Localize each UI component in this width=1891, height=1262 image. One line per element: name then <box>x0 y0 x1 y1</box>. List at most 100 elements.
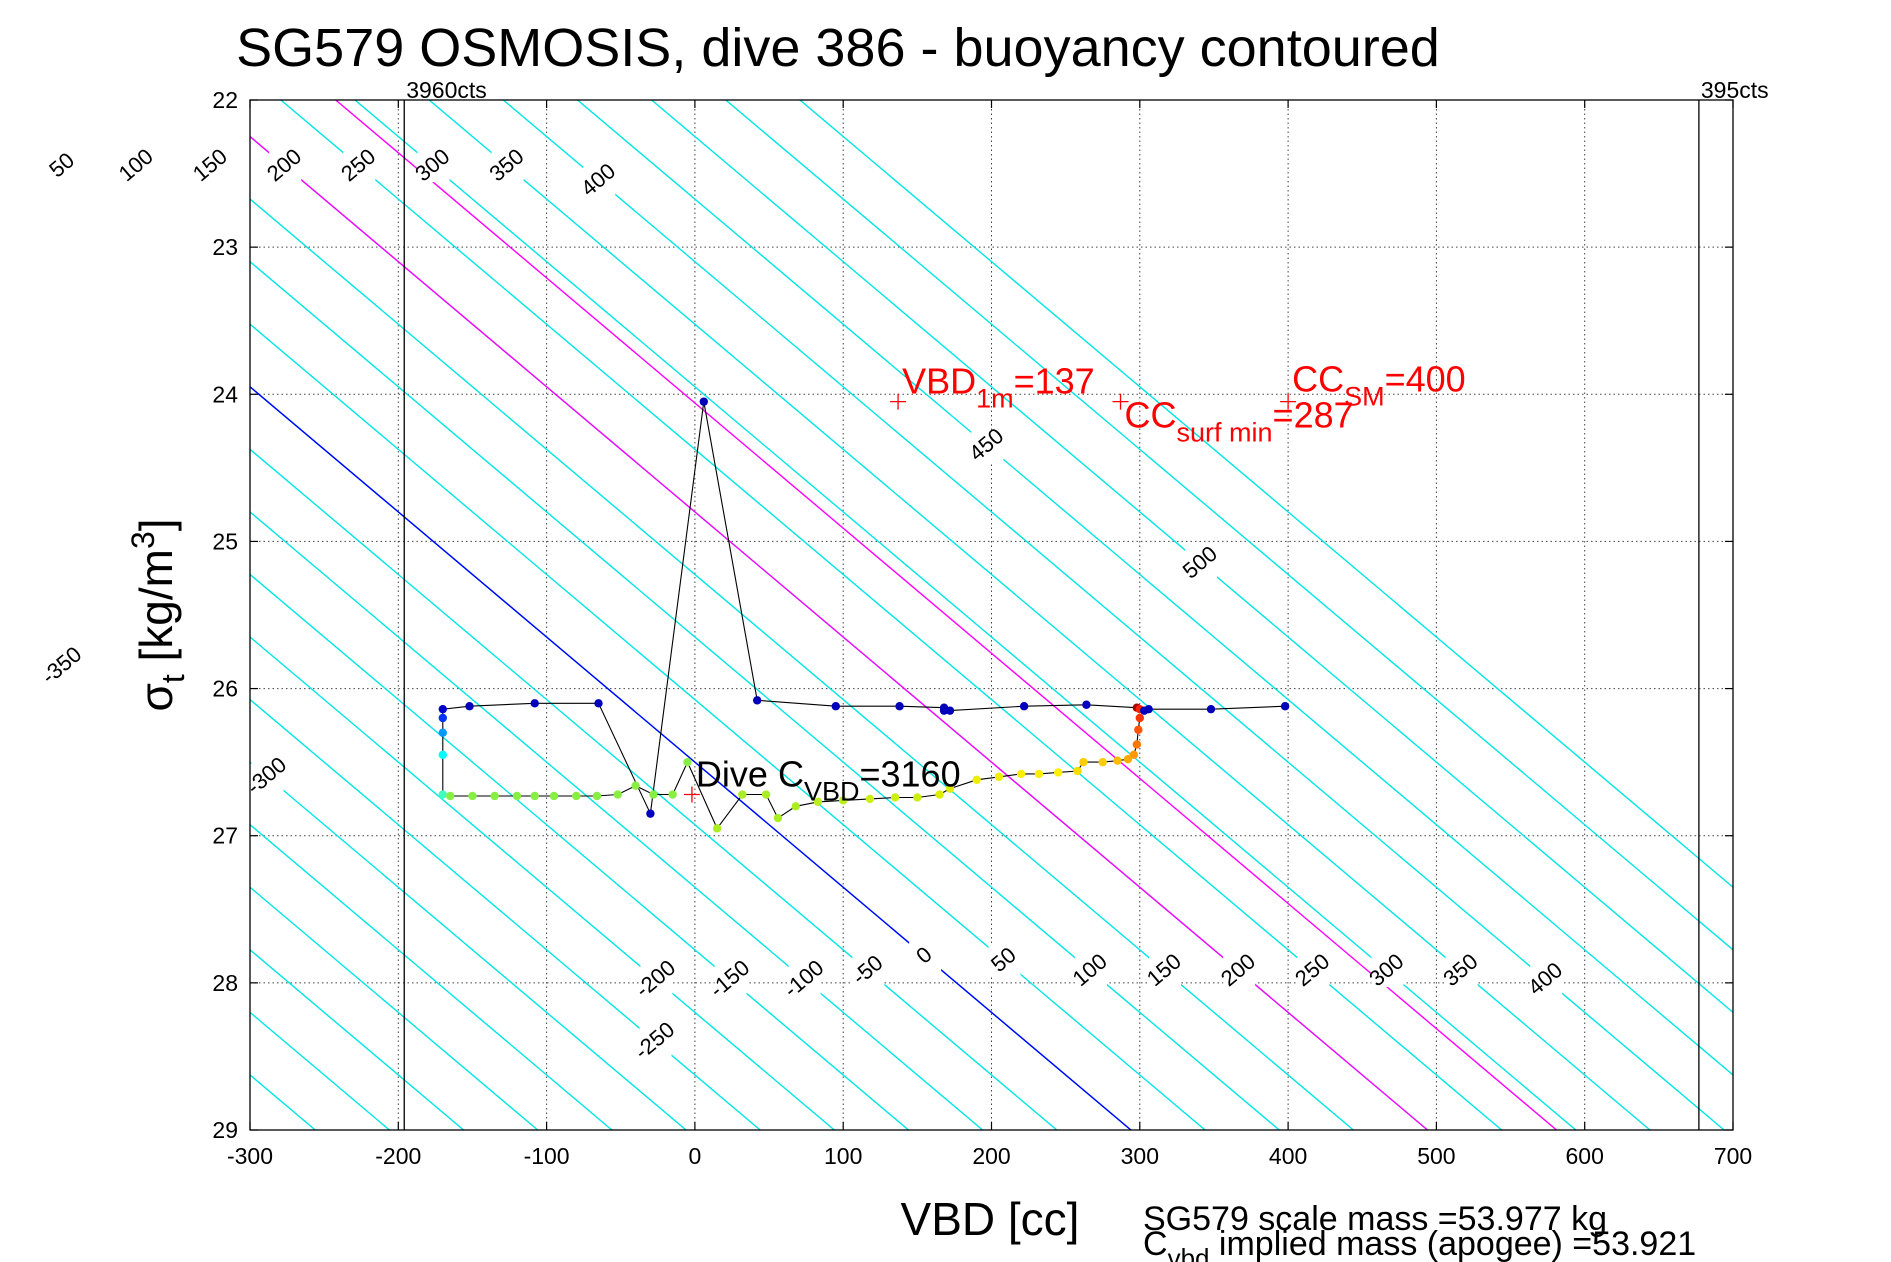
contour-line <box>799 100 1733 889</box>
data-point-dive <box>1206 704 1216 714</box>
annotation-value: =3160 <box>859 754 960 795</box>
contour-line-highlight <box>335 100 1557 1130</box>
contour-label-bg <box>417 150 450 183</box>
contour-line <box>576 100 1733 1076</box>
contour-line <box>250 510 984 1130</box>
data-point-climb <box>649 790 658 799</box>
y-tick-label: 27 <box>212 823 238 849</box>
data-point-climb <box>613 790 622 799</box>
data-point-climb <box>935 790 944 799</box>
data-point-dive <box>895 702 904 711</box>
data-point-dive <box>1082 700 1091 709</box>
data-point-climb <box>865 794 875 804</box>
dive-series <box>438 397 1290 833</box>
contour-label-bg <box>1445 955 1478 988</box>
contour-label-bg <box>1530 963 1563 996</box>
data-point-climb <box>839 796 848 805</box>
data-point-climb <box>1079 757 1088 767</box>
chart-title: SG579 OSMOSIS, dive 386 - buoyancy conto… <box>236 18 1440 78</box>
data-point-dive <box>1144 704 1153 714</box>
data-point-dive <box>438 713 447 723</box>
x-tick-label: 100 <box>824 1143 862 1169</box>
contour-line <box>250 823 613 1130</box>
series-line-dive <box>442 401 1286 816</box>
annotation-label: CCsurf min=287 <box>1125 395 1354 448</box>
y-tick-label: 22 <box>212 87 238 113</box>
y-axis-close: ] <box>130 518 182 531</box>
annotation-main: VBD <box>902 361 976 402</box>
data-point-climb <box>1034 769 1044 779</box>
y-tick-label: 23 <box>212 234 238 260</box>
x-axis-ticks: -300 -200 -100 0 100 200 300 400 500 600 700 <box>227 100 1752 1169</box>
contour-label-bg <box>1371 955 1404 988</box>
data-point-climb <box>490 791 499 801</box>
annotation-main: CC <box>1292 359 1344 400</box>
contour-line <box>250 573 909 1130</box>
annotation-main: Dive C <box>696 754 804 795</box>
limit-label: 3960cts <box>406 77 487 103</box>
limit-label: 395cts <box>1701 77 1769 103</box>
y-axis-text: [kg/m <box>130 549 182 674</box>
data-point-climb <box>631 781 640 790</box>
data-point-climb <box>1129 750 1139 759</box>
contour-label-bg <box>46 150 79 183</box>
data-point-climb <box>791 802 800 811</box>
data-point-climb <box>1113 756 1122 765</box>
annotation-sub: SM <box>1344 382 1385 412</box>
data-point-dive <box>438 704 447 714</box>
data-point-climb <box>683 757 692 767</box>
y-axis-symbol: σ <box>130 683 182 711</box>
data-point-climb <box>1054 768 1063 777</box>
contour-line <box>250 698 761 1130</box>
x-tick-label: -300 <box>227 1143 273 1169</box>
annotation-value: =400 <box>1385 359 1466 400</box>
y-tick-label: 25 <box>212 528 238 554</box>
data-point-dive <box>438 790 447 799</box>
contour-labels: -500-450-400-350-300-250-200-150-100-500… <box>37 144 1568 1065</box>
contour-line <box>250 886 539 1130</box>
data-point-dive <box>594 699 603 708</box>
y-tick-label: 24 <box>212 381 238 407</box>
data-point-climb <box>1135 713 1145 723</box>
x-axis-label: VBD [cc] <box>901 1193 1080 1245</box>
y-tick-label: 28 <box>212 970 238 996</box>
annotation-value: =287 <box>1273 395 1354 436</box>
x-tick-label: 700 <box>1714 1143 1752 1169</box>
contour-label-bg <box>583 164 616 197</box>
data-point-dive <box>530 699 539 708</box>
data-point-climb <box>530 791 539 801</box>
scale-mass-text: SG579 scale mass =53.977 kg <box>1143 1200 1607 1238</box>
y-axis-ticks: 22 23 24 25 26 27 28 29 <box>212 87 1733 1143</box>
contour-line <box>250 1011 390 1130</box>
data-point-climb <box>945 784 955 793</box>
data-point-dive <box>699 397 708 406</box>
data-point-climb <box>1123 755 1133 764</box>
y-axis-sub: t <box>155 674 191 683</box>
contour-line <box>651 100 1733 1014</box>
data-point-climb <box>738 790 747 799</box>
x-tick-label: -200 <box>375 1143 421 1169</box>
data-point-climb <box>592 791 602 801</box>
contour-label-bg <box>343 150 376 183</box>
data-point-climb <box>1016 769 1026 779</box>
grid-lines <box>250 100 1733 1130</box>
y-tick-label: 29 <box>212 1117 238 1143</box>
data-point-dive <box>1280 702 1290 711</box>
data-point-climb <box>972 775 981 784</box>
contour-line <box>250 636 835 1130</box>
contour-label-bg <box>640 963 673 996</box>
data-point-climb <box>668 790 677 799</box>
x-tick-label: 400 <box>1269 1143 1307 1169</box>
contour-label-bg <box>251 760 284 793</box>
x-tick-label: -100 <box>524 1143 570 1169</box>
x-tick-label: 600 <box>1566 1143 1604 1169</box>
contour-label-bg <box>971 429 1004 462</box>
data-point-climb <box>446 791 455 801</box>
data-point-climb <box>1098 757 1107 767</box>
contour-label-bg <box>788 963 821 996</box>
data-point-climb <box>994 772 1004 782</box>
data-point-dive <box>945 706 955 715</box>
data-point-climb <box>1132 740 1142 749</box>
contour-label-bg <box>120 150 153 183</box>
buoyancy-contours <box>250 100 1733 1130</box>
